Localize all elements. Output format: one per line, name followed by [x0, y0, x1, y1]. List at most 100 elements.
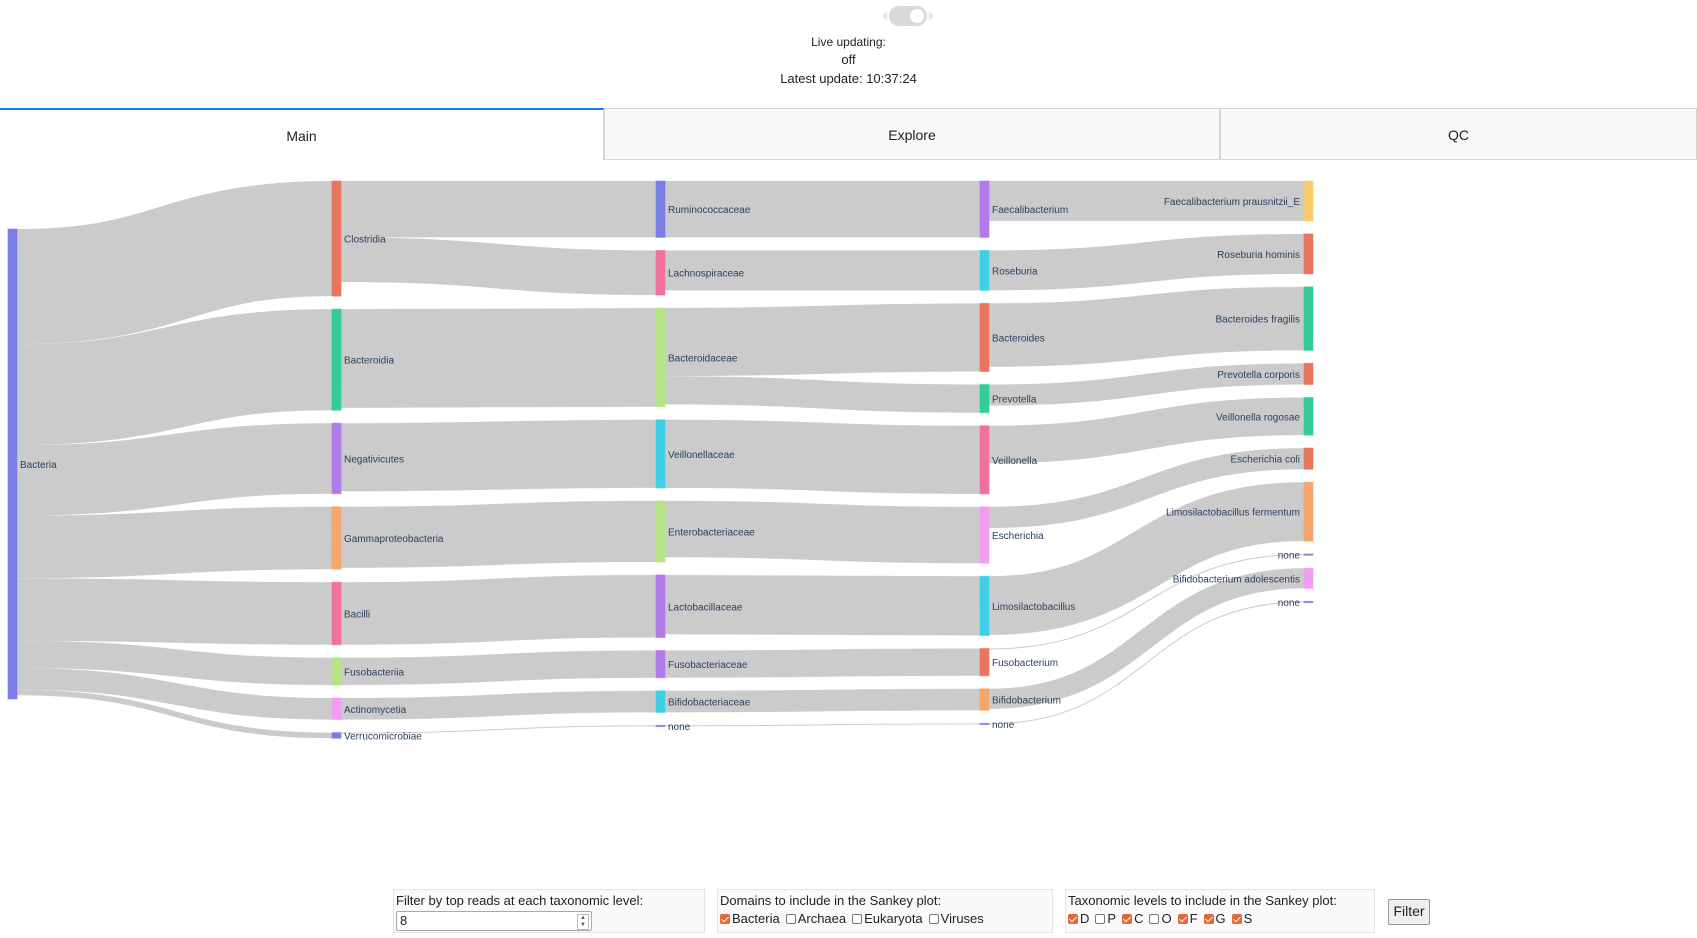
checkbox-p[interactable]: P [1095, 911, 1116, 926]
sankey-link[interactable] [340, 308, 657, 408]
sankey-link[interactable] [16, 423, 333, 516]
checkbox-unchecked-icon[interactable] [1095, 913, 1106, 924]
sankey-link[interactable] [340, 237, 657, 296]
sankey-node[interactable] [655, 249, 666, 296]
sankey-link[interactable] [988, 286, 1305, 367]
sankey-node[interactable] [979, 180, 990, 238]
checkbox-s[interactable]: S [1231, 911, 1252, 926]
sankey-node[interactable] [655, 307, 666, 408]
sankey-node[interactable] [979, 647, 990, 677]
sankey-link[interactable] [988, 568, 1305, 709]
sankey-node[interactable] [331, 697, 342, 721]
checkbox-eukaryota[interactable]: Eukaryota [852, 911, 923, 926]
sankey-node[interactable] [331, 180, 342, 297]
sankey-link[interactable] [16, 578, 333, 645]
checkbox-o[interactable]: O [1149, 911, 1172, 926]
sankey-node[interactable] [1303, 567, 1314, 589]
sankey-node[interactable] [7, 228, 18, 700]
checkbox-unchecked-icon[interactable] [852, 913, 863, 924]
checkbox-g[interactable]: G [1203, 911, 1226, 926]
sankey-link[interactable] [664, 688, 981, 713]
sankey-node[interactable] [1303, 286, 1314, 351]
sankey-link[interactable] [340, 725, 657, 734]
sankey-link[interactable] [340, 500, 657, 568]
top-reads-input[interactable]: 8 ▲ ▼ [396, 911, 592, 931]
sankey-link[interactable] [664, 376, 981, 413]
sankey-link[interactable] [664, 500, 981, 564]
sankey-link[interactable] [988, 482, 1305, 635]
sankey-node[interactable] [979, 425, 990, 495]
sankey-link[interactable] [16, 309, 333, 446]
sankey-link[interactable] [664, 723, 981, 727]
sankey-node[interactable] [1303, 553, 1314, 556]
tab-main[interactable]: Main [0, 108, 604, 160]
sankey-node[interactable] [979, 506, 990, 564]
sankey-link[interactable] [988, 554, 1305, 650]
checkbox-checked-icon[interactable] [1203, 913, 1214, 924]
sankey-link[interactable] [988, 233, 1305, 291]
checkbox-viruses[interactable]: Viruses [928, 911, 984, 926]
checkbox-unchecked-icon[interactable] [785, 913, 796, 924]
sankey-node[interactable] [979, 575, 990, 636]
sankey-node[interactable] [655, 180, 666, 238]
sankey-node[interactable] [1303, 180, 1314, 222]
sankey-link[interactable] [988, 363, 1305, 406]
sankey-link[interactable] [988, 397, 1305, 464]
sankey-link[interactable] [16, 181, 333, 345]
tab-explore[interactable]: Explore [604, 108, 1220, 160]
toggle-knob[interactable] [910, 9, 924, 23]
sankey-node[interactable] [655, 690, 666, 713]
sankey-link[interactable] [664, 648, 981, 678]
sankey-link[interactable] [988, 448, 1305, 528]
sankey-link[interactable] [664, 419, 981, 494]
checkbox-checked-icon[interactable] [720, 913, 730, 924]
sankey-node[interactable] [1303, 481, 1314, 542]
sankey-node[interactable] [331, 581, 342, 646]
checkbox-checked-icon[interactable] [1231, 913, 1242, 924]
checkbox-unchecked-icon[interactable] [928, 913, 939, 924]
filter-button[interactable]: Filter [1388, 899, 1430, 925]
sankey-node[interactable] [1303, 233, 1314, 275]
sankey-node[interactable] [1303, 447, 1314, 470]
sankey-node[interactable] [331, 308, 342, 411]
sankey-node[interactable] [1303, 600, 1314, 604]
checkbox-checked-icon[interactable] [1122, 913, 1133, 924]
sankey-link[interactable] [988, 601, 1305, 725]
checkbox-f[interactable]: F [1177, 911, 1198, 926]
sankey-link[interactable] [16, 506, 333, 579]
sankey-node[interactable] [655, 419, 666, 489]
sankey-node[interactable] [655, 574, 666, 639]
sankey-link[interactable] [16, 689, 333, 739]
sankey-node[interactable] [979, 384, 990, 414]
spinner-icon[interactable]: ▲ ▼ [577, 914, 589, 930]
sankey-link[interactable] [16, 640, 333, 685]
sankey-node[interactable] [331, 506, 342, 570]
live-update-toggle[interactable] [882, 6, 934, 26]
checkbox-bacteria[interactable]: Bacteria [720, 911, 780, 926]
sankey-node[interactable] [655, 650, 666, 679]
sankey-node[interactable] [979, 722, 990, 726]
sankey-link[interactable] [340, 650, 657, 685]
tab-qc[interactable]: QC [1220, 108, 1697, 160]
sankey-node[interactable] [1303, 362, 1314, 386]
checkbox-checked-icon[interactable] [1177, 913, 1188, 924]
sankey-node[interactable] [1303, 397, 1314, 436]
sankey-link[interactable] [340, 575, 657, 645]
checkbox-checked-icon[interactable] [1068, 913, 1078, 924]
sankey-link[interactable] [340, 690, 657, 720]
sankey-link[interactable] [664, 575, 981, 636]
sankey-link[interactable] [664, 303, 981, 377]
sankey-node[interactable] [331, 422, 342, 495]
checkbox-archaea[interactable]: Archaea [785, 911, 846, 926]
sankey-node[interactable] [655, 724, 666, 728]
sankey-link[interactable] [16, 667, 333, 720]
checkbox-d[interactable]: D [1068, 911, 1089, 926]
sankey-node[interactable] [979, 249, 990, 291]
sankey-node[interactable] [979, 688, 990, 711]
checkbox-c[interactable]: C [1122, 911, 1143, 926]
sankey-node[interactable] [979, 302, 990, 373]
sankey-node[interactable] [331, 657, 342, 686]
sankey-node[interactable] [655, 500, 666, 563]
sankey-link[interactable] [340, 419, 657, 492]
checkbox-unchecked-icon[interactable] [1149, 913, 1160, 924]
